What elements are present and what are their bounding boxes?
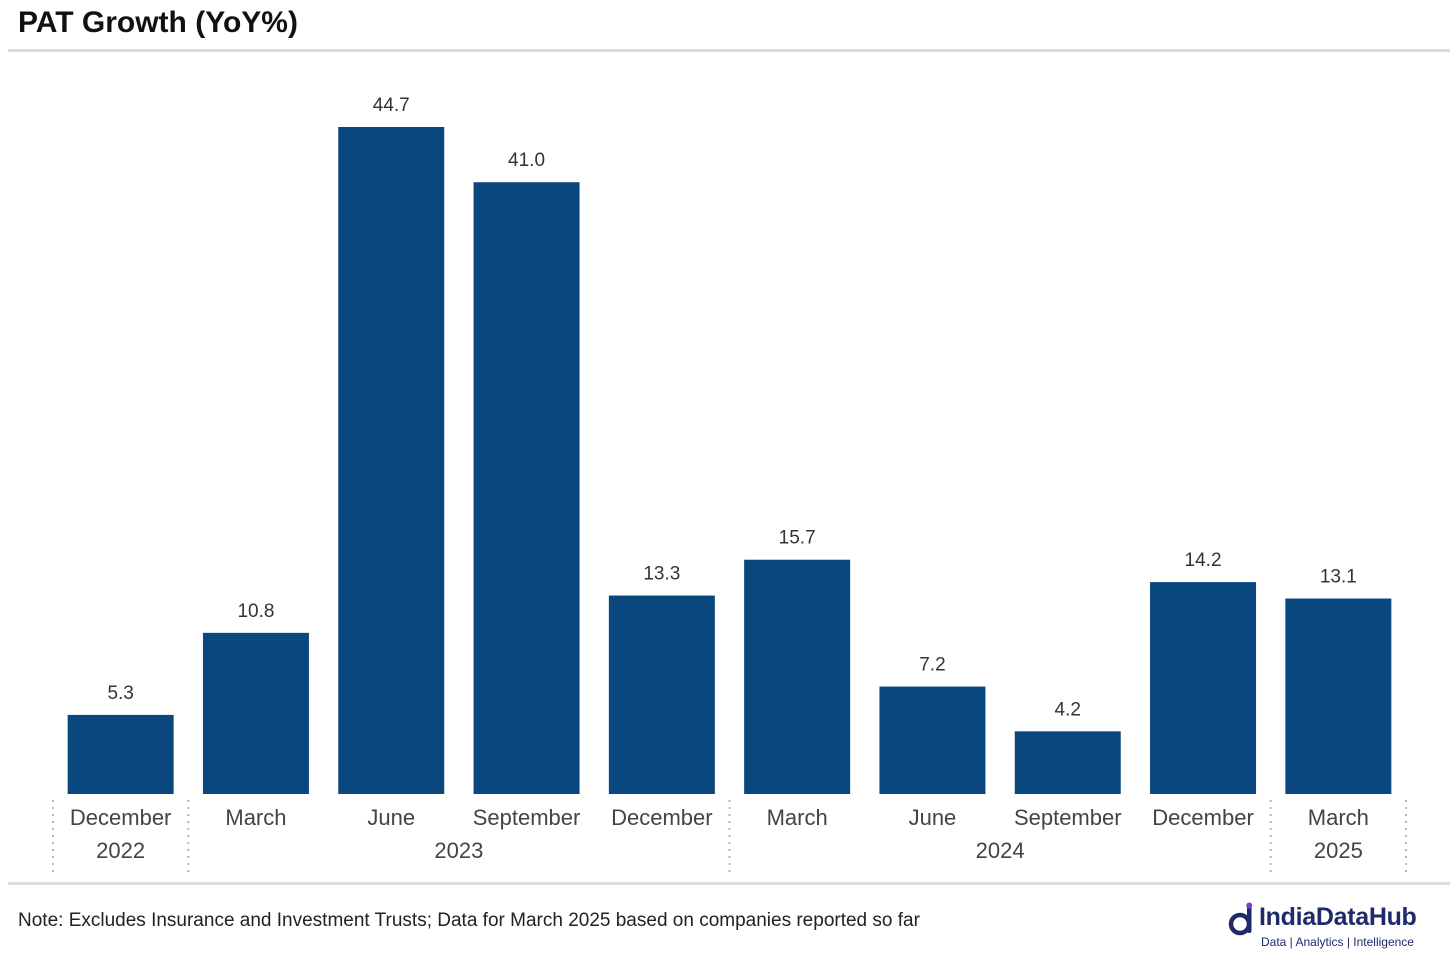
data-label: 13.1 <box>1320 567 1357 588</box>
logo-tagline: Data | Analytics | Intelligence <box>1261 935 1414 949</box>
x-tick-label: December <box>70 805 171 830</box>
x-tick-label: March <box>1308 805 1369 830</box>
x-group-label: 2024 <box>976 838 1025 863</box>
logo-name: IndiaDataHub <box>1259 903 1417 931</box>
bar <box>67 714 174 794</box>
x-group-label: 2023 <box>434 838 483 863</box>
bar <box>1014 731 1121 794</box>
data-label: 15.7 <box>779 528 816 549</box>
x-tick-label: September <box>1014 805 1122 830</box>
title-divider <box>8 49 1450 52</box>
x-tick-label: March <box>225 805 286 830</box>
bar <box>473 182 580 794</box>
bar-chart: 5.3 December 10.8 March 44.7 June 41.0 Septembe… <box>52 95 1407 872</box>
data-label: 14.2 <box>1185 550 1222 571</box>
x-group-label: 2022 <box>96 838 145 863</box>
bar <box>202 632 309 794</box>
data-label: 7.2 <box>919 655 945 676</box>
data-label: 13.3 <box>643 564 680 585</box>
data-label: 10.8 <box>237 601 274 622</box>
bar <box>1150 582 1257 794</box>
bar <box>338 127 445 794</box>
chart-title: PAT Growth (YoY%) <box>18 6 298 39</box>
x-tick-label: June <box>909 805 957 830</box>
bar <box>608 595 715 794</box>
data-label: 41.0 <box>508 150 545 171</box>
x-tick-label: December <box>611 805 712 830</box>
x-tick-label: December <box>1152 805 1253 830</box>
brand-logo: IndiaDataHub Data | Analytics | Intellig… <box>1228 902 1446 954</box>
footnote: Note: Excludes Insurance and Investment … <box>18 910 920 931</box>
data-label: 44.7 <box>373 95 410 116</box>
x-group-label: 2025 <box>1314 838 1363 863</box>
logo-mark-icon <box>1228 902 1253 936</box>
footer-divider <box>8 882 1450 885</box>
bar <box>879 686 986 794</box>
x-tick-label: March <box>767 805 828 830</box>
bar <box>744 559 851 794</box>
data-label: 5.3 <box>107 683 133 704</box>
x-tick-label: September <box>473 805 581 830</box>
bar <box>1285 598 1392 794</box>
x-tick-label: June <box>367 805 415 830</box>
data-label: 4.2 <box>1055 699 1081 720</box>
